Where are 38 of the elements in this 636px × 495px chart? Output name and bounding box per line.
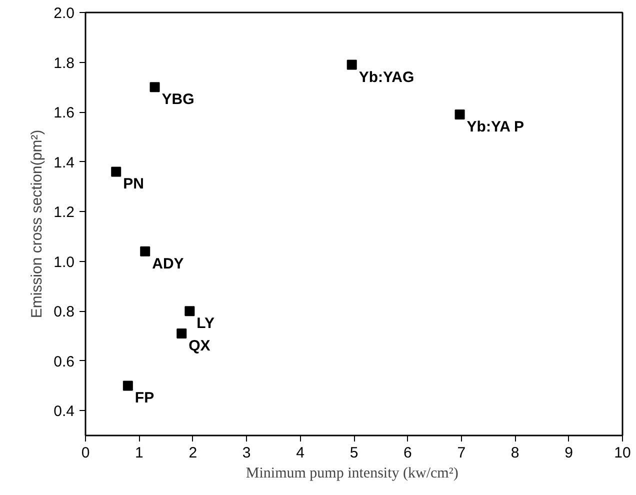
point bbox=[184, 306, 195, 316]
x-axis-title: Minimum pump intensity (kw/cm²) bbox=[246, 466, 458, 482]
point bbox=[140, 246, 150, 256]
point bbox=[111, 166, 122, 177]
y-tick-label: 1.4 bbox=[54, 154, 75, 172]
annotation: Yb:YA P bbox=[466, 118, 524, 136]
annotation: ADY bbox=[152, 255, 184, 272]
x-tick-label: 1 bbox=[135, 444, 144, 462]
annotation: YBG bbox=[162, 91, 194, 108]
annotation: QX bbox=[188, 337, 210, 354]
y-tick-label: 1.8 bbox=[54, 54, 75, 72]
y-tick-label: 1.2 bbox=[54, 204, 75, 222]
x-tick-label: 3 bbox=[242, 444, 251, 462]
x-tick-label: 0 bbox=[81, 444, 90, 462]
x-tick-label: 6 bbox=[404, 444, 412, 462]
x-tick-label: 5 bbox=[350, 444, 358, 462]
point bbox=[176, 328, 187, 338]
point bbox=[454, 110, 465, 120]
y-tick-label: 2.0 bbox=[54, 5, 75, 22]
x-tick-label: 8 bbox=[510, 444, 520, 462]
y-tick-label: 0.8 bbox=[54, 304, 75, 321]
annotation: FP bbox=[134, 390, 154, 407]
annotation: LY bbox=[196, 315, 214, 332]
y-tick-label: 1.0 bbox=[54, 254, 75, 271]
x-tick-label: 7 bbox=[457, 444, 466, 462]
x-tick-label: 4 bbox=[296, 444, 304, 462]
annotation: Yb:YAG bbox=[358, 68, 414, 86]
x-tick-label: 9 bbox=[564, 444, 573, 462]
y-axis-title: Emission cross section(pm²) bbox=[28, 130, 46, 318]
point bbox=[150, 82, 160, 92]
point bbox=[346, 60, 357, 70]
y-tick-label: 0.6 bbox=[54, 353, 75, 370]
x-tick-label: 2 bbox=[188, 444, 198, 462]
y-tick-label: 1.6 bbox=[54, 104, 75, 122]
y-tick-label: 0.4 bbox=[54, 403, 75, 420]
annotation: PN bbox=[123, 176, 144, 193]
x-tick-label: 10 bbox=[614, 444, 631, 462]
point bbox=[122, 380, 133, 391]
